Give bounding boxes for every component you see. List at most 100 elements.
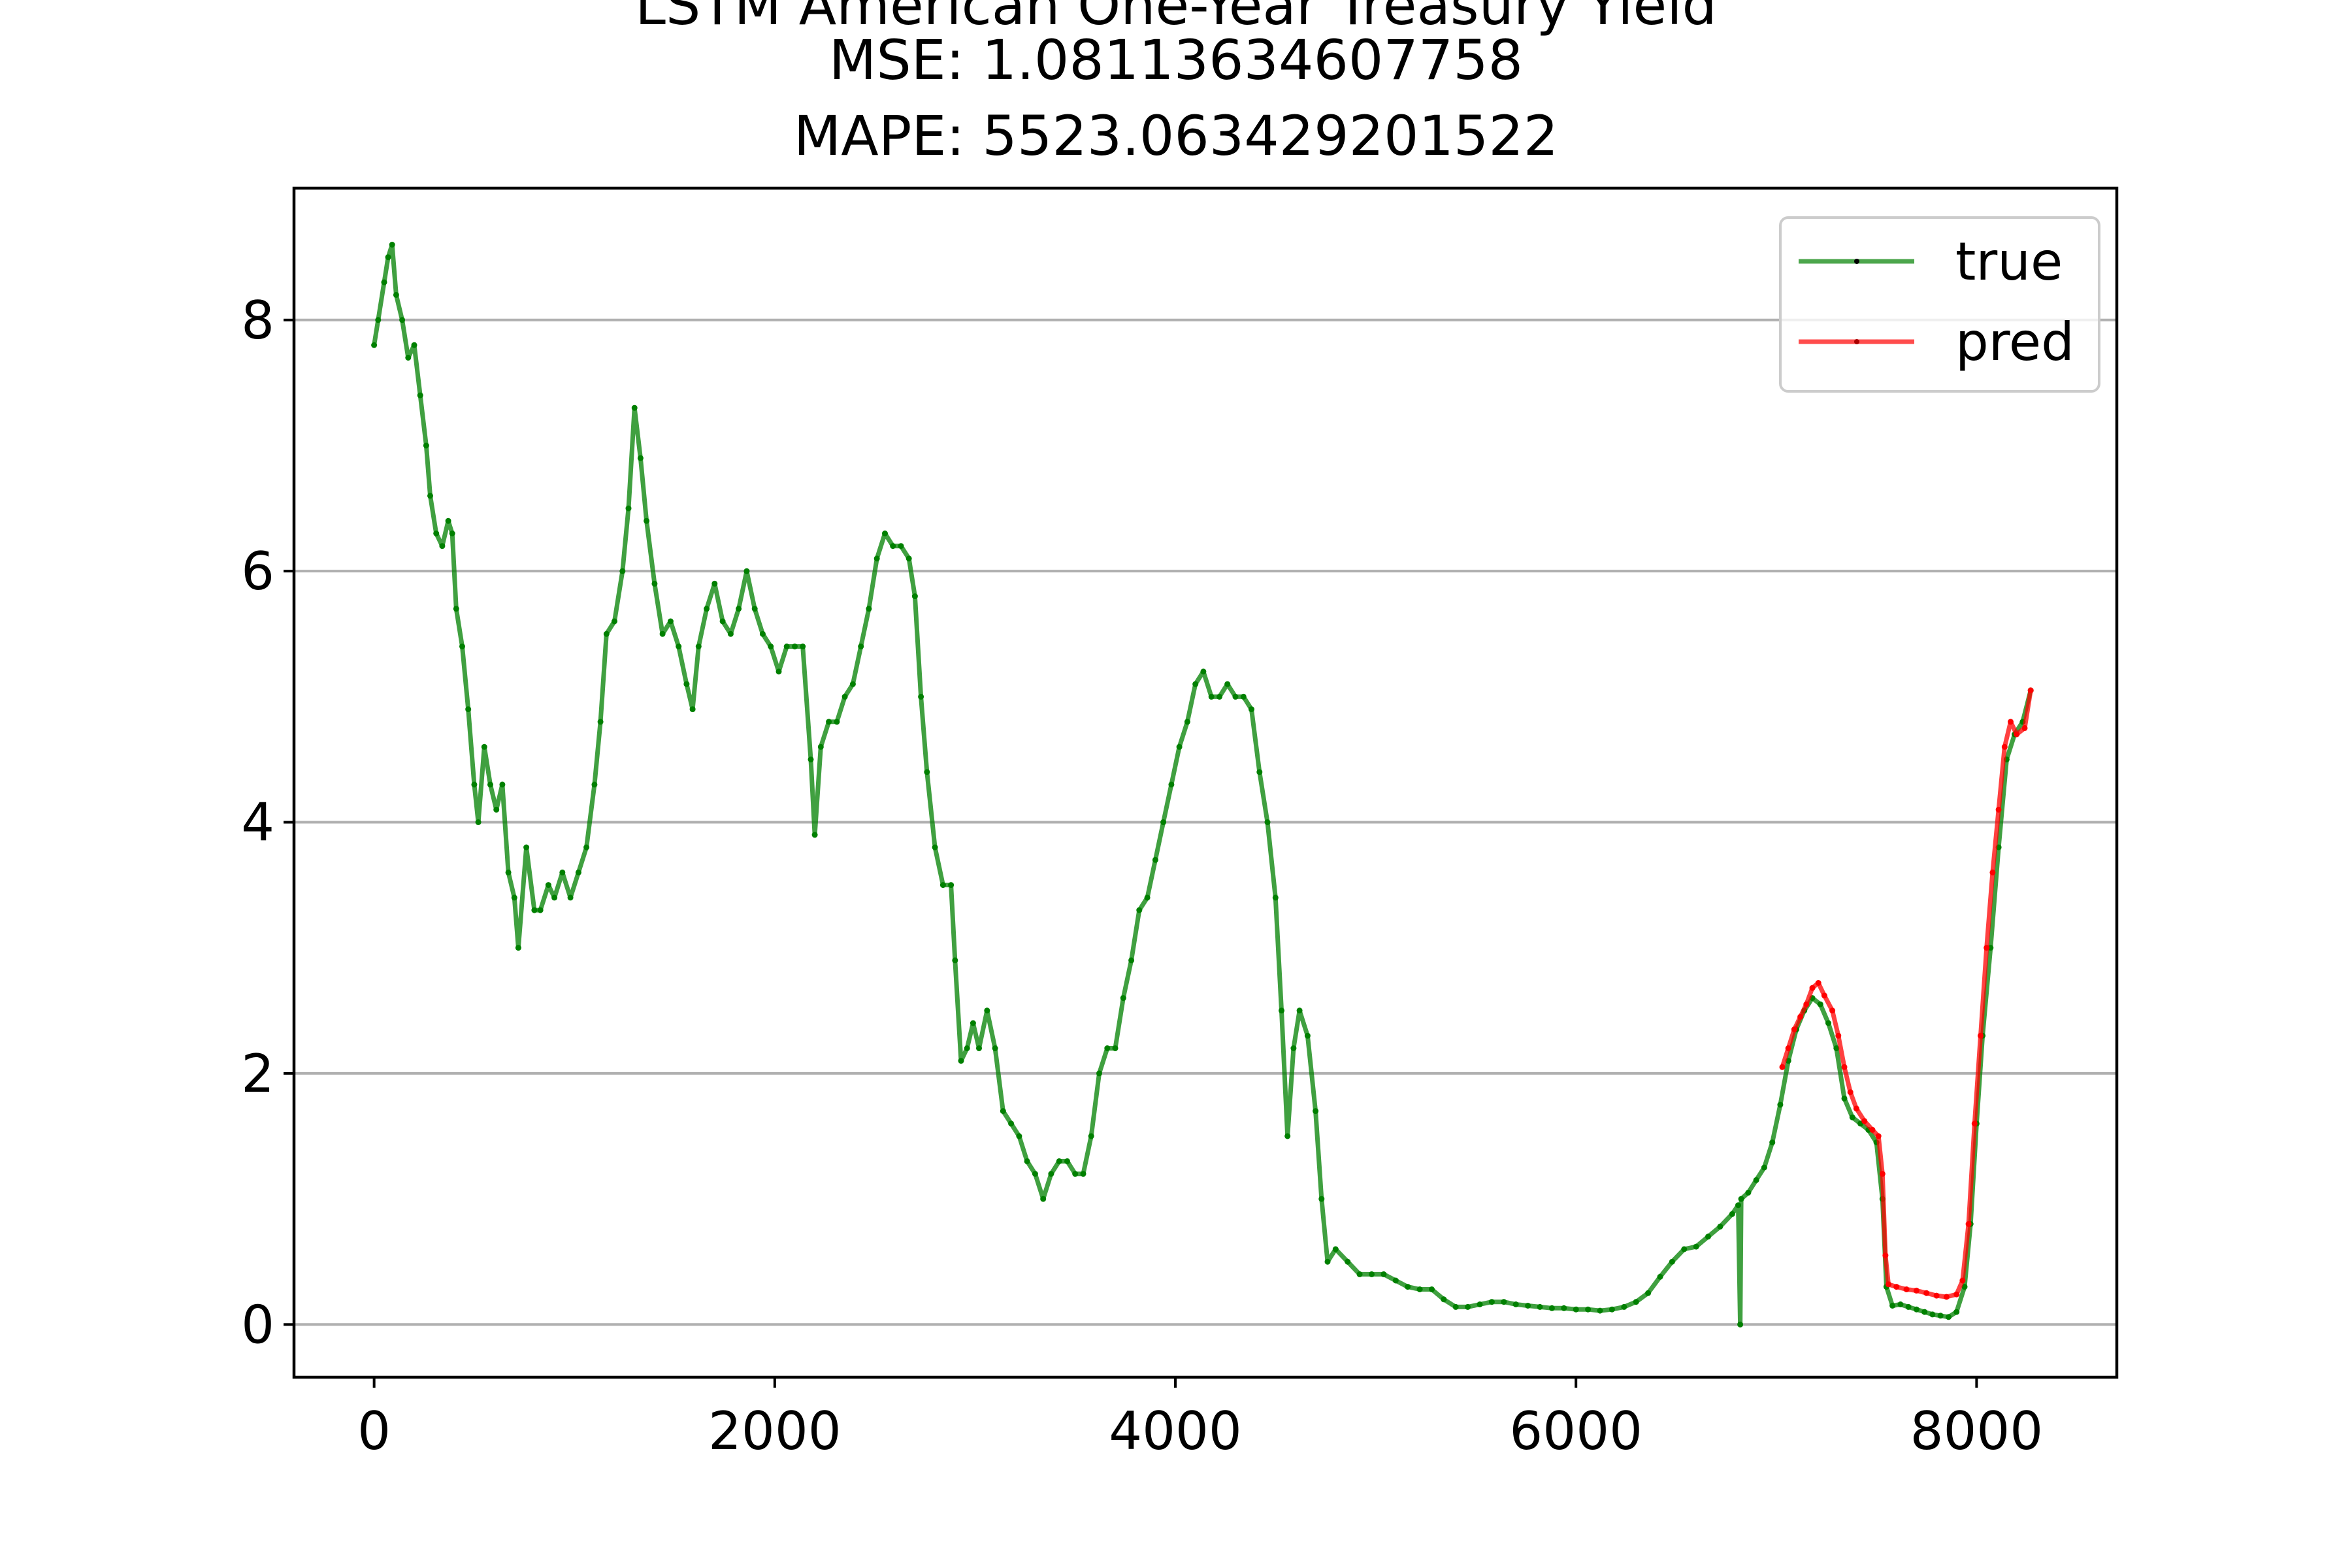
data-point-true xyxy=(637,455,644,461)
data-point-true xyxy=(1356,1271,1363,1277)
data-point-true xyxy=(1573,1306,1579,1313)
data-point-true xyxy=(505,869,512,875)
data-point-true xyxy=(1921,1309,1928,1315)
data-point-pred xyxy=(1803,1001,1810,1007)
data-point-true xyxy=(567,894,574,901)
data-point-true xyxy=(423,442,429,449)
data-point-true xyxy=(924,769,930,776)
data-point-true xyxy=(952,957,958,964)
data-point-true xyxy=(1217,693,1222,700)
y-tick-label: 4 xyxy=(241,792,274,853)
data-point-true xyxy=(389,242,395,248)
x-axis: 0 2000 4000 6000 8000 xyxy=(357,1377,2043,1462)
data-point-true xyxy=(1621,1303,1627,1310)
data-point-true xyxy=(1441,1296,1447,1303)
data-point-true xyxy=(1841,1095,1848,1102)
data-point-true xyxy=(1825,1020,1831,1026)
data-point-true xyxy=(1769,1139,1776,1146)
data-point-true xyxy=(399,317,406,323)
data-point-true xyxy=(1064,1158,1070,1164)
data-point-true xyxy=(1184,719,1190,725)
data-point-true xyxy=(1016,1133,1022,1139)
data-point-true xyxy=(719,618,726,625)
data-point-true xyxy=(1392,1277,1399,1284)
data-point-true xyxy=(1897,1301,1904,1307)
data-point-true xyxy=(711,580,718,587)
data-point-true xyxy=(808,756,814,762)
data-point-true xyxy=(1501,1299,1507,1305)
data-point-true xyxy=(1304,1032,1311,1039)
data-point-true xyxy=(676,644,682,649)
data-point-true xyxy=(1284,1133,1291,1139)
data-point-true xyxy=(1488,1299,1495,1305)
data-point-pred xyxy=(1995,806,2002,813)
data-point-pred xyxy=(1821,992,1827,999)
x-tick-label: 0 xyxy=(357,1401,391,1462)
data-point-true xyxy=(1937,1313,1944,1319)
data-point-pred xyxy=(1835,1032,1842,1039)
data-point-true xyxy=(866,606,872,612)
data-point-true xyxy=(1324,1258,1331,1265)
plot-frame xyxy=(292,186,2119,1379)
data-point-true xyxy=(583,844,590,851)
data-point-true xyxy=(1465,1303,1471,1310)
data-point-pred xyxy=(1933,1292,1940,1299)
data-point-pred xyxy=(1785,1045,1791,1051)
data-point-true xyxy=(405,355,412,361)
data-point-true xyxy=(631,404,638,411)
chart-title: LSTM American One-Year Treasury Yield xyxy=(635,0,1717,37)
legend: true pred xyxy=(1779,216,2100,393)
data-point-true xyxy=(1332,1246,1339,1252)
data-point-true xyxy=(727,630,734,637)
data-point-true xyxy=(1913,1306,1919,1313)
data-point-true xyxy=(911,593,918,600)
data-point-true xyxy=(976,1045,982,1051)
data-point-true xyxy=(603,630,610,637)
data-point-true xyxy=(1817,1001,1823,1007)
data-point-true xyxy=(1088,1133,1094,1139)
data-point-true xyxy=(1761,1164,1767,1171)
data-point-true xyxy=(683,681,690,687)
data-point-true xyxy=(1096,1070,1102,1077)
data-point-true xyxy=(970,1020,976,1026)
data-point-true xyxy=(906,555,912,562)
data-point-true xyxy=(1561,1305,1567,1311)
data-point-true xyxy=(515,945,521,951)
data-point-true xyxy=(1272,894,1279,901)
data-point-pred xyxy=(1943,1294,1950,1300)
data-point-true xyxy=(449,531,455,536)
data-point-true xyxy=(597,719,604,725)
data-point-pred xyxy=(2027,687,2034,694)
data-point-true xyxy=(751,606,758,612)
data-point-true xyxy=(783,644,790,649)
data-point-pred xyxy=(1882,1252,1889,1259)
data-point-true xyxy=(385,254,391,261)
data-point-pred xyxy=(1923,1290,1930,1296)
series-layer xyxy=(371,242,2034,1328)
data-point-true xyxy=(453,606,459,612)
data-point-true xyxy=(964,1045,970,1051)
data-point-true xyxy=(1416,1286,1423,1292)
data-point-pred xyxy=(1953,1291,1960,1298)
data-point-true xyxy=(591,781,598,788)
data-point-true xyxy=(1152,857,1158,863)
data-point-pred xyxy=(1853,1105,1859,1112)
data-point-true xyxy=(427,493,433,499)
data-point-true xyxy=(1889,1303,1896,1309)
data-point-true xyxy=(849,681,856,687)
data-point-true xyxy=(1048,1171,1054,1177)
data-point-pred xyxy=(1829,1007,1836,1014)
data-point-pred xyxy=(1903,1286,1910,1292)
data-point-pred xyxy=(1797,1013,1804,1020)
data-point-true xyxy=(1208,693,1215,700)
data-point-true xyxy=(1380,1271,1387,1277)
data-point-pred xyxy=(1861,1118,1868,1124)
data-point-true xyxy=(475,819,482,825)
series-line-pred xyxy=(1780,688,2033,1299)
data-point-pred xyxy=(1971,1120,1978,1127)
data-point-pred xyxy=(1875,1133,1882,1139)
data-point-true xyxy=(1477,1301,1483,1307)
data-point-true xyxy=(776,668,782,675)
data-point-pred xyxy=(1989,869,1996,875)
data-point-true xyxy=(704,606,710,612)
